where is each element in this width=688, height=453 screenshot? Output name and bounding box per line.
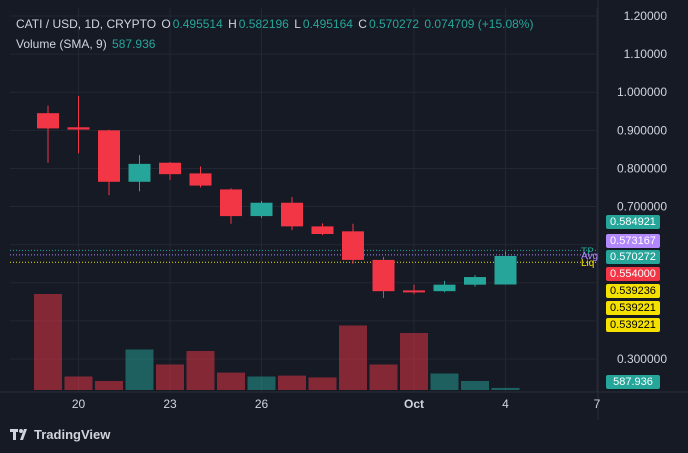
open-value: 0.495514 xyxy=(172,17,223,31)
date-tick-label: 20 xyxy=(72,397,86,411)
candle-body[interactable] xyxy=(403,290,425,293)
date-tick-label: 26 xyxy=(255,397,269,411)
brand-name: TradingView xyxy=(34,427,111,442)
volume-bar[interactable] xyxy=(491,387,520,390)
candle-body[interactable] xyxy=(494,255,517,285)
volume-bar[interactable] xyxy=(125,349,154,391)
volume-bar[interactable] xyxy=(186,351,215,390)
date-tick-label: 7 xyxy=(594,397,601,411)
price-tag: 0.554000 xyxy=(606,267,660,281)
volume-bar[interactable] xyxy=(369,364,398,391)
price-tick-label: 1.10000 xyxy=(624,47,668,61)
volume-legend: Volume (SMA, 9) 587.936 xyxy=(16,37,157,51)
volume-bar[interactable] xyxy=(95,381,123,390)
date-tick-label: 4 xyxy=(502,397,509,411)
candle-body[interactable] xyxy=(128,163,151,182)
volume-bar[interactable] xyxy=(400,333,428,390)
price-tag: 0.539236 xyxy=(606,284,660,298)
price-tag: 0.573167 xyxy=(606,234,660,248)
candle-body[interactable] xyxy=(342,231,364,260)
price-tag: 0.539221 xyxy=(606,318,660,332)
high-value: 0.582196 xyxy=(238,17,289,31)
high-label: H xyxy=(228,17,237,31)
candle-body[interactable] xyxy=(372,259,395,292)
price-tick-label: 0.700000 xyxy=(617,200,667,214)
volume-bar[interactable] xyxy=(247,376,276,391)
volume-bar[interactable] xyxy=(64,376,93,391)
price-tick-label: 0.300000 xyxy=(617,352,667,366)
volume-value: 587.936 xyxy=(112,37,156,51)
date-tick-label: Oct xyxy=(404,397,424,411)
change-value: 0.074709 (+15.08%) xyxy=(424,17,534,31)
volume-bar[interactable] xyxy=(308,377,337,390)
volume-label[interactable]: Volume (SMA, 9) xyxy=(16,37,107,51)
overlay-label-liq: Liq xyxy=(581,258,594,269)
candle-body[interactable] xyxy=(189,173,212,186)
candle-body[interactable] xyxy=(220,189,242,217)
open-label: O xyxy=(161,17,171,31)
low-label: L xyxy=(294,17,301,31)
ohlc-legend: CATI / USD, 1D, CRYPTO O 0.495514 H 0.5821… xyxy=(16,17,535,31)
price-tick-label: 1.20000 xyxy=(624,9,668,23)
price-tag: 0.539221 xyxy=(606,301,660,315)
price-tick-label: 0.800000 xyxy=(617,161,667,175)
volume-bar[interactable] xyxy=(34,294,62,390)
price-tag: 587.936 xyxy=(606,375,660,389)
volume-bar[interactable] xyxy=(430,373,459,391)
symbol-title[interactable]: CATI / USD, 1D, CRYPTO xyxy=(16,17,157,31)
candle-body[interactable] xyxy=(98,130,120,182)
candle-body[interactable] xyxy=(433,284,456,292)
candle-body[interactable] xyxy=(37,113,59,129)
candle-body[interactable] xyxy=(464,277,486,285)
price-tag: 0.570272 xyxy=(606,250,660,264)
low-value: 0.495164 xyxy=(302,17,353,31)
candle-body[interactable] xyxy=(281,202,303,227)
close-value: 0.570272 xyxy=(368,17,420,31)
price-tick-label: 0.900000 xyxy=(617,123,667,137)
close-label: C xyxy=(358,17,367,31)
volume-bar[interactable] xyxy=(461,381,489,390)
volume-bar[interactable] xyxy=(278,375,306,390)
candle-body[interactable] xyxy=(311,226,334,234)
candle-body[interactable] xyxy=(250,202,273,217)
price-tag: 0.584921 xyxy=(606,215,660,229)
brand-logo[interactable]: TradingView xyxy=(10,427,110,442)
price-tick-label: 1.000000 xyxy=(617,85,667,99)
overlay-label-avg: Avg xyxy=(581,251,598,262)
candle-body[interactable] xyxy=(67,127,90,130)
date-tick-label: 23 xyxy=(163,397,177,411)
tradingview-logo-icon xyxy=(10,428,27,440)
volume-bar[interactable] xyxy=(339,325,367,391)
volume-bar[interactable] xyxy=(217,372,245,390)
volume-bar[interactable] xyxy=(156,364,184,391)
candle-body[interactable] xyxy=(159,162,181,175)
overlay-label-tp: TP xyxy=(581,246,594,257)
